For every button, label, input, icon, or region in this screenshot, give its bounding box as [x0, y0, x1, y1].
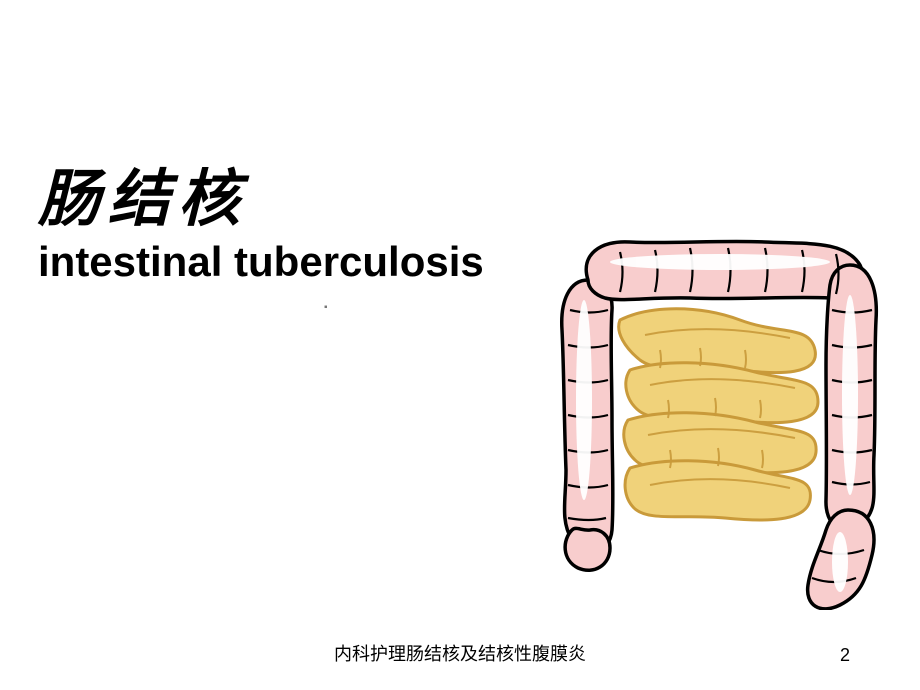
intestine-diagram	[550, 210, 890, 610]
intestine-svg	[550, 210, 890, 610]
footer-text: 内科护理肠结核及结核性腹膜炎	[334, 640, 586, 666]
title-chinese: 肠结核	[38, 148, 248, 238]
page-number: 2	[840, 645, 850, 666]
title-english: intestinal tuberculosis	[38, 238, 484, 286]
slide: 肠结核 intestinal tuberculosis ▪	[0, 0, 920, 690]
bullet-marker: ▪	[324, 302, 328, 313]
